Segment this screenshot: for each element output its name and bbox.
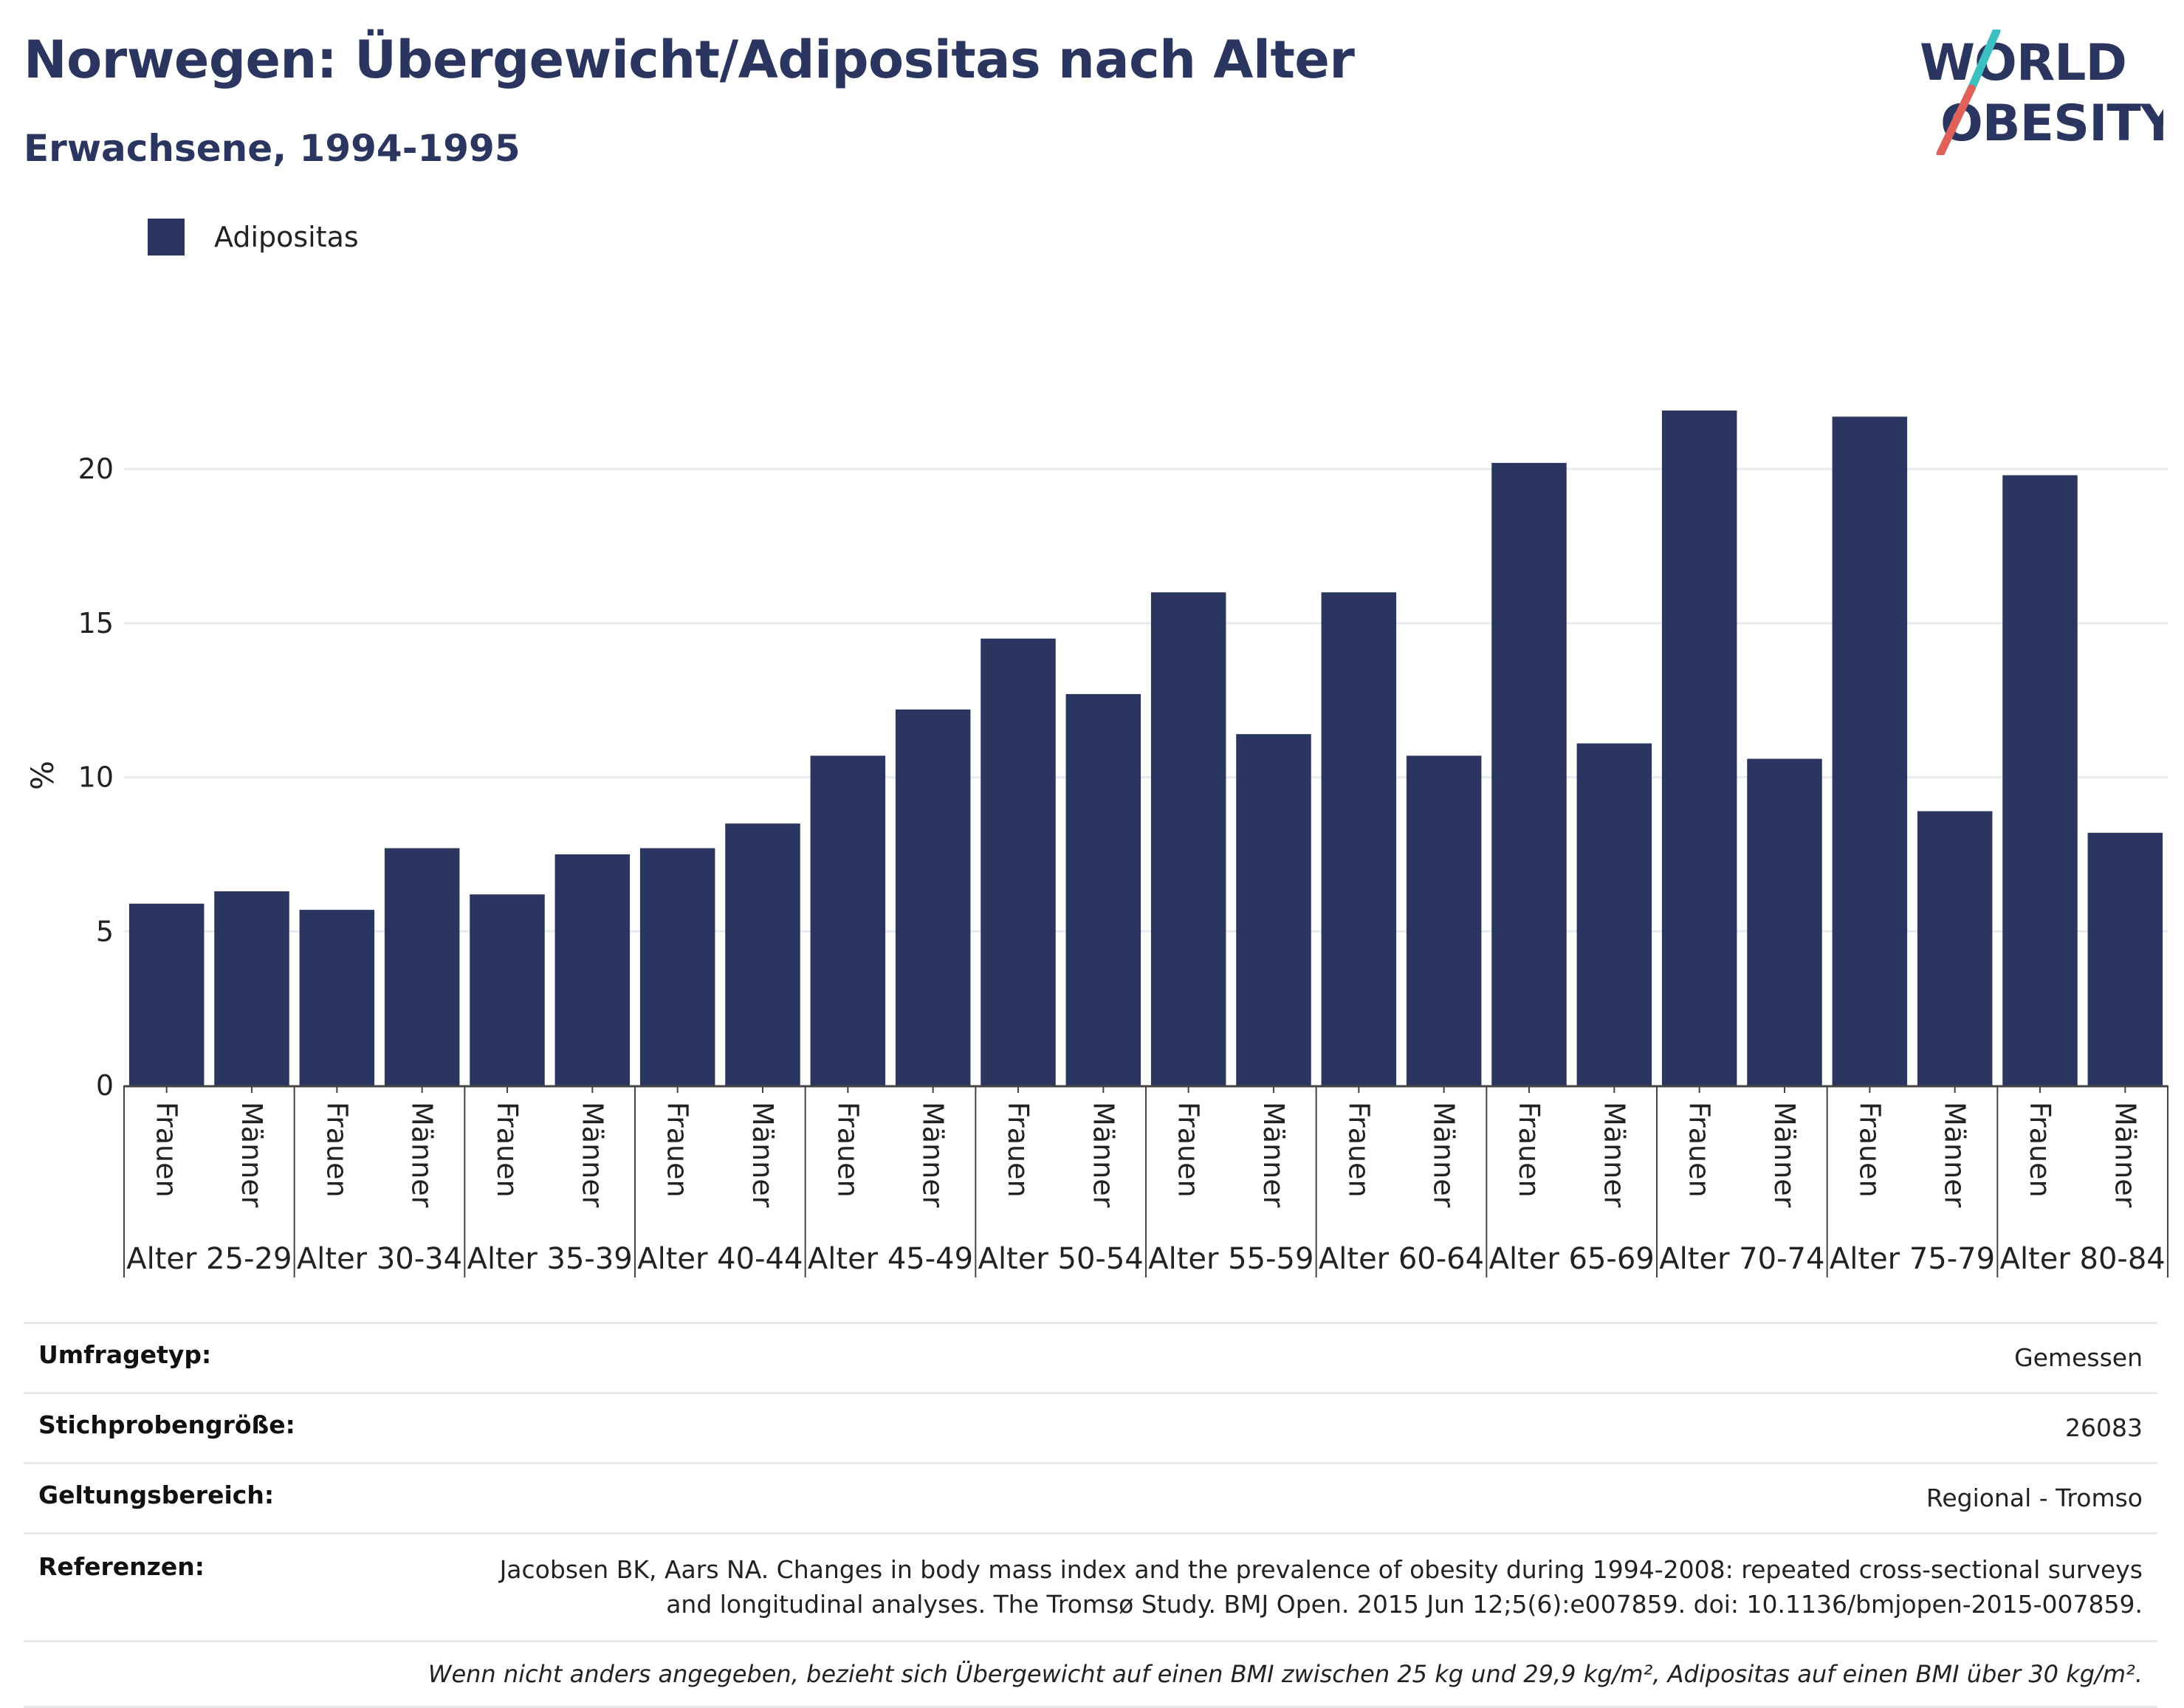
info-row-references: Referenzen: Jacobsen BK, Aars NA. Change… xyxy=(24,1532,2157,1641)
bar xyxy=(554,854,631,1085)
logo-line-2: OBESITY xyxy=(1940,95,2163,153)
bar xyxy=(1576,743,1652,1085)
info-key: Referenzen: xyxy=(38,1551,205,1581)
bar xyxy=(128,903,205,1085)
reference-line-1: Jacobsen BK, Aars NA. Changes in body ma… xyxy=(499,1554,2143,1584)
info-value: 26083 xyxy=(2065,1413,2143,1442)
bars xyxy=(128,410,2163,1085)
logo-slash-bottom-icon xyxy=(1936,84,1976,155)
x-category-label: Frauen xyxy=(831,1102,864,1198)
bar xyxy=(1150,592,1226,1085)
x-category-label: Frauen xyxy=(2024,1102,2056,1198)
y-tick-label: 20 xyxy=(78,453,114,485)
info-key: Geltungsbereich: xyxy=(38,1480,275,1509)
info-row-survey-type: Umfragetyp: Gemessen xyxy=(24,1322,2157,1392)
x-category-label: Männer xyxy=(406,1102,439,1208)
info-value: Gemessen xyxy=(2014,1343,2143,1372)
page-title: Norwegen: Übergewicht/Adipositas nach Al… xyxy=(24,30,1355,90)
logo-slash-top-icon xyxy=(1967,30,2001,93)
bar xyxy=(1747,758,1822,1085)
x-category-label: Männer xyxy=(576,1102,608,1208)
footnote: Wenn nicht anders angegeben, bezieht sic… xyxy=(24,1640,2157,1708)
bar xyxy=(725,823,800,1085)
info-key: Stichprobengröße: xyxy=(38,1410,295,1439)
y-tick-label: 10 xyxy=(78,761,114,794)
x-category-label: Männer xyxy=(1768,1102,1801,1208)
y-tick-label: 5 xyxy=(96,915,114,947)
reference-text: Jacobsen BK, Aars NA. Changes in body ma… xyxy=(500,1552,2143,1623)
x-group-label: Alter 30-34 xyxy=(297,1242,462,1276)
x-category-label: Frauen xyxy=(491,1102,523,1198)
x-group-label: Alter 35-39 xyxy=(467,1242,633,1276)
bar xyxy=(1491,462,1567,1085)
x-category-label: Frauen xyxy=(1342,1102,1375,1198)
bar-chart: 0 5 10 15 20 Frauen Männer Frauen Männer Frauen M… xyxy=(24,410,2168,1277)
x-group-label: Alter 55-59 xyxy=(1148,1242,1314,1276)
x-group-label: Alter 70-74 xyxy=(1659,1242,1824,1276)
y-axis-title: % xyxy=(24,761,61,790)
x-axis: Frauen Männer Frauen Männer Frauen Männer Frau… xyxy=(123,1085,2168,1277)
bar xyxy=(810,755,886,1085)
x-category-label: Frauen xyxy=(1513,1102,1545,1198)
info-key: Umfragetyp: xyxy=(38,1340,212,1369)
grid-lines xyxy=(124,467,2168,933)
x-group-label: Alter 50-54 xyxy=(978,1242,1144,1276)
x-category-label: Frauen xyxy=(1172,1102,1205,1198)
x-group-label: Alter 25-29 xyxy=(126,1242,292,1276)
reference-line-2: and longitudinal analyses. The Tromsø St… xyxy=(666,1590,2143,1619)
bar xyxy=(1065,693,1141,1085)
info-row-scope: Geltungsbereich: Regional - Tromso xyxy=(24,1461,2157,1532)
bar xyxy=(384,848,460,1085)
world-obesity-logo: WORLD OBESITY xyxy=(1920,30,2163,155)
info-row-sample-size: Stichprobengröße: 26083 xyxy=(24,1391,2157,1462)
chart-legend: Adipositas xyxy=(148,219,359,255)
bar xyxy=(895,709,971,1085)
info-table: Umfragetyp: Gemessen Stichprobengröße: 2… xyxy=(24,1322,2157,1708)
x-category-label: Frauen xyxy=(1002,1102,1034,1198)
x-category-label: Männer xyxy=(236,1102,268,1208)
x-category-label: Männer xyxy=(2109,1102,2141,1208)
x-category-label: Frauen xyxy=(1853,1102,1886,1198)
x-group-label: Alter 60-64 xyxy=(1319,1242,1484,1276)
y-tick-label: 15 xyxy=(78,607,114,639)
x-category-label: Männer xyxy=(1257,1102,1290,1208)
x-group-label: Alter 75-79 xyxy=(1830,1242,1995,1276)
x-category-label: Männer xyxy=(1598,1102,1630,1208)
bar xyxy=(470,894,545,1085)
x-category-label: Männer xyxy=(1087,1102,1119,1208)
y-axis-ticks: 0 5 10 15 20 xyxy=(78,453,114,1102)
bar xyxy=(1406,755,1482,1085)
bar xyxy=(1917,811,1993,1085)
x-category-label: Männer xyxy=(1939,1102,1971,1208)
bar xyxy=(1832,416,1908,1085)
legend-swatch xyxy=(148,219,185,255)
bar xyxy=(299,910,375,1085)
logo-line-1: WORLD xyxy=(1920,34,2126,92)
bar xyxy=(1661,410,1737,1085)
x-category-label: Männer xyxy=(746,1102,779,1208)
x-category-label: Frauen xyxy=(1683,1102,1716,1198)
x-category-label: Männer xyxy=(1428,1102,1460,1208)
x-category-label: Frauen xyxy=(151,1102,183,1198)
bar xyxy=(214,891,289,1085)
x-category-label: Frauen xyxy=(662,1102,694,1198)
page-subtitle: Erwachsene, 1994-1995 xyxy=(24,127,521,170)
bar xyxy=(981,638,1056,1085)
y-tick-label: 0 xyxy=(96,1069,114,1102)
bar xyxy=(2087,832,2163,1085)
bar xyxy=(1236,734,1311,1085)
bar xyxy=(2002,475,2078,1085)
x-category-label: Männer xyxy=(917,1102,950,1208)
x-group-label: Alter 65-69 xyxy=(1489,1242,1655,1276)
x-category-label: Frauen xyxy=(320,1102,353,1198)
info-value: Regional - Tromso xyxy=(1926,1483,2143,1512)
x-group-label: Alter 45-49 xyxy=(808,1242,973,1276)
bar xyxy=(639,848,715,1085)
x-group-label: Alter 80-84 xyxy=(2000,1242,2166,1276)
bar xyxy=(1321,592,1397,1085)
legend-label-adipositas: Adipositas xyxy=(214,221,359,253)
x-group-label: Alter 40-44 xyxy=(637,1242,803,1276)
